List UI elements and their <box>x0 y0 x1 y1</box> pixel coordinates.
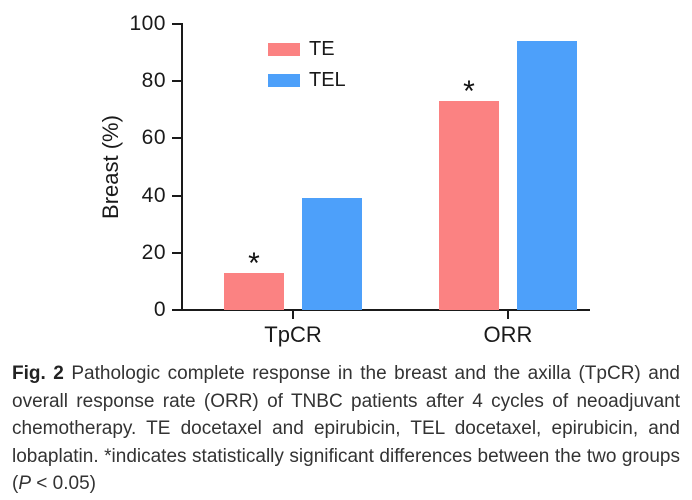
y-tick-label: 100 <box>129 12 166 35</box>
figure-label: Fig. 2 <box>12 363 64 384</box>
x-tick-label: TpCR <box>264 322 322 347</box>
y-tick-mark <box>172 194 182 197</box>
legend-item-tel: TEL <box>268 68 346 91</box>
y-tick-mark <box>172 80 182 83</box>
x-tick-label: ORR <box>483 322 533 347</box>
x-tick-mark <box>507 311 509 319</box>
y-tick-mark <box>172 251 182 254</box>
x-tick-mark <box>292 311 294 319</box>
figure-caption: Fig. 2 Pathologic complete response in t… <box>12 360 680 498</box>
y-axis-title: Breast (%) <box>98 115 123 219</box>
legend-label: TEL <box>309 68 346 91</box>
x-axis <box>181 309 590 311</box>
significance-asterisk: * <box>463 75 475 109</box>
bar-te-tpcr <box>224 272 284 310</box>
bar-te-orr <box>439 101 499 310</box>
significance-asterisk: * <box>248 246 260 280</box>
y-tick-label: 80 <box>141 69 166 93</box>
y-tick-label: 40 <box>141 183 166 207</box>
caption-text: Pathologic complete response in the brea… <box>12 363 680 494</box>
bar-tel-tpcr <box>302 198 362 310</box>
y-tick-label: 20 <box>141 240 166 264</box>
bar-chart: 0 20 40 60 80 100 TpCR * ORR * TE TEL Breast (%) <box>98 12 590 347</box>
y-tick-mark <box>172 309 182 311</box>
y-tick-label: 60 <box>141 126 166 150</box>
y-tick-mark <box>172 23 182 25</box>
y-tick-label: 0 <box>153 298 166 321</box>
legend-swatch-te <box>268 42 300 56</box>
legend-item-te: TE <box>268 37 335 60</box>
bar-tel-orr <box>517 41 577 310</box>
y-tick-mark <box>172 137 182 140</box>
caption-p-value: < 0.05) <box>31 473 96 494</box>
legend-label: TE <box>309 37 335 60</box>
caption-p-symbol: P <box>18 473 32 494</box>
y-axis <box>181 23 183 311</box>
legend-swatch-tel <box>268 73 300 87</box>
